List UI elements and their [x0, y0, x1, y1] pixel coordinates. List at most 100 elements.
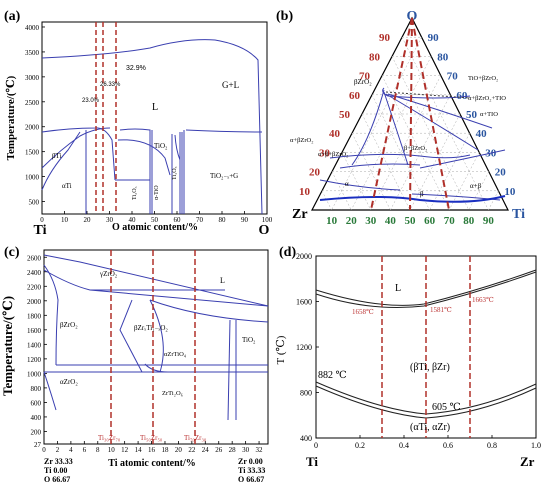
panel-c-label-aZrTiO4: αZrTiO₄	[164, 351, 187, 358]
panel-a-label-aTi: αTi	[62, 182, 72, 190]
panel-a-label-32: 32.9%	[126, 65, 146, 72]
panel-a-x-tick-label: 100	[262, 216, 273, 224]
ternary-label-a-bZrO2-TiO: α+βZrO₂+TIO	[468, 95, 506, 102]
panel-c-label-ZrTi2O6: ZrTi₂O₆	[162, 390, 183, 397]
panel-a-label-bTi: βTi	[52, 152, 62, 160]
ternary-left-tick-label: 70	[359, 71, 371, 83]
panel-c-x-tick-label: 20	[175, 446, 183, 454]
panel-d-right-element: Zr	[520, 454, 535, 469]
ternary-label-a-b: α+β	[470, 182, 482, 190]
ternary-right-tick-label: 40	[476, 128, 488, 140]
panel-d-label-bTiZr: (βTi, βZr)	[410, 362, 450, 373]
panel-c-left-comp-line: Zr 33.33	[44, 457, 73, 466]
panel-c-y-tick-label: 2200	[27, 283, 42, 291]
panel-a-y-tick-label: 3000	[25, 74, 40, 82]
panel-a-x-title: O atomic content/%	[112, 222, 198, 233]
panel-c-axes	[43, 249, 269, 445]
ternary-grid-line	[321, 190, 332, 211]
panel-a-x-tick-label: 50	[151, 216, 159, 224]
panel-c-y-tick-label: 1800	[27, 312, 42, 320]
panel-c-y-tick-label: 600	[31, 399, 42, 407]
ternary-label-a-b-bZrO2: α+β+βZrO₂	[318, 151, 348, 158]
panel-a: (a) 500 1000 1500 2000 2500 3000 3500 4000 0 10 2…	[4, 9, 273, 238]
ternary-left-tick-label: 50	[339, 109, 351, 121]
panel-a-label: (a)	[4, 9, 21, 24]
ternary-right-tick-label: 10	[504, 186, 516, 198]
panel-d-y-ticks: 400 800 1200 1600 2000	[296, 252, 319, 443]
panel-a-y-ticks: 500 1000 1500 2000 2500 3000 3500 4000	[25, 24, 45, 207]
panel-c-right-comp-line: Zr 0.00	[238, 457, 263, 466]
panel-a-label-Ti3O5: Ti₃O₅	[172, 166, 178, 180]
panel-c-label-TiO2: TiO₂	[242, 336, 256, 344]
ternary-label-a-TiO: α+TIO	[480, 111, 498, 118]
panel-c-label-yZrO2: γZrO₂	[99, 270, 118, 278]
panel-a-y-tick-label: 500	[29, 199, 40, 207]
ternary-grid-line	[341, 152, 372, 211]
panel-a-label-GL: G+L	[222, 80, 239, 90]
panel-c-y-title: Temperature/(℃)	[0, 296, 15, 396]
panel-c-x-tick-label: 32	[256, 446, 264, 454]
panel-c-y-tick-label: 800	[31, 385, 42, 393]
ternary-right-tick-label: 60	[456, 90, 468, 102]
panel-c-y-tick-label: 1600	[27, 327, 42, 335]
panel-c-x-tick-label: 18	[161, 446, 169, 454]
panel-a-x-tick-label: 80	[219, 216, 227, 224]
panel-b: (b) O Zr Ti 90 80 70 60 50 40 30 20 10 90 80 70 60 5…	[276, 9, 525, 227]
ternary-grid-line	[409, 113, 461, 211]
panel-a-y-tick-label: 2500	[25, 99, 40, 107]
ternary-grid-line	[401, 37, 489, 211]
ternary-grid-line	[371, 94, 430, 211]
panel-d-label-aTiZr: (αTi, αZr)	[410, 422, 450, 433]
panel-a-axes	[41, 21, 268, 215]
panel-c-label-bZrO2: βZrO₂	[60, 321, 78, 329]
panel-c-x-tick-label: 8	[96, 446, 100, 454]
panel-c-y-tick-label: 2400	[27, 269, 42, 277]
panel-d-composition-lines	[381, 256, 471, 438]
ternary-right-tick-label: 50	[466, 109, 478, 121]
panel-a-y-tick-label: 3500	[25, 49, 40, 57]
panel-d-label-1581: 1581℃	[430, 306, 452, 314]
ternary-composition-lines	[370, 17, 450, 211]
panel-d-label-605: 605 ℃	[432, 402, 461, 413]
panel-a-label-26: 26.33%	[100, 82, 121, 88]
panel-a-phase-boundaries	[41, 39, 263, 215]
panel-a-x-tick-label: 10	[61, 216, 69, 224]
panel-c-x-tick-label: 6	[83, 446, 87, 454]
ternary-label-TiO-bZrO2: TiO+βZrO₂	[468, 75, 498, 82]
ternary-bottom-tick-label: 80	[463, 215, 475, 227]
panel-c-y-tick-label: 400	[31, 414, 42, 422]
panel-c-composition-lines	[110, 250, 196, 444]
panel-a-x-tick-label: 60	[174, 216, 182, 224]
panel-a-label-23: 23.0%	[82, 98, 100, 104]
panel-d-y-tick-label: 1600	[296, 298, 312, 307]
ternary-label-bZrO2: βZrO₂	[354, 78, 372, 86]
ternary-label-a-bZrO2: α+βZrO₂	[290, 137, 313, 144]
panel-a-label-L: L	[152, 102, 158, 113]
panel-c-left-comp-line: O 66.67	[44, 475, 70, 484]
panel-d-x-tick-label: 0	[314, 441, 318, 450]
panel-a-label-TiO2xG: TiO₂₋ₓ+G	[210, 172, 238, 180]
panel-c-x-tick-label: 10	[108, 446, 116, 454]
ternary-grid-line	[488, 190, 499, 211]
panel-a-x-tick-label: 70	[196, 216, 204, 224]
panel-c-composition-label: Ti₃₀Zr₇₀	[98, 434, 121, 442]
panel-c-x-tick-label: 26	[215, 446, 223, 454]
panel-a-x-tick-label: 40	[129, 216, 137, 224]
ternary-thick-curve	[319, 195, 506, 203]
panel-a-composition-lines	[95, 22, 117, 214]
ternary-grid-line	[331, 37, 422, 211]
ternary-label-a: α	[345, 180, 349, 188]
panel-c-x-tick-label: 4	[69, 446, 73, 454]
panel-a-x-ticks: 0 10 20 30 40 50 60 70 80 90 100	[40, 211, 273, 224]
ternary-grid-line	[370, 75, 442, 211]
panel-d-y-tick-label: 400	[300, 434, 312, 443]
panel-c-right-comp-line: O 66.67	[238, 475, 264, 484]
panel-c-label-aZrO2: αZrO₂	[60, 378, 78, 386]
ternary-right-tick-label: 70	[447, 71, 459, 83]
ternary-grid-line	[350, 56, 432, 211]
panel-c-y-tick-label: 1200	[27, 356, 42, 364]
panel-c-x-tick-label: 2	[56, 446, 60, 454]
ternary-bottom-tick-label: 70	[444, 215, 456, 227]
